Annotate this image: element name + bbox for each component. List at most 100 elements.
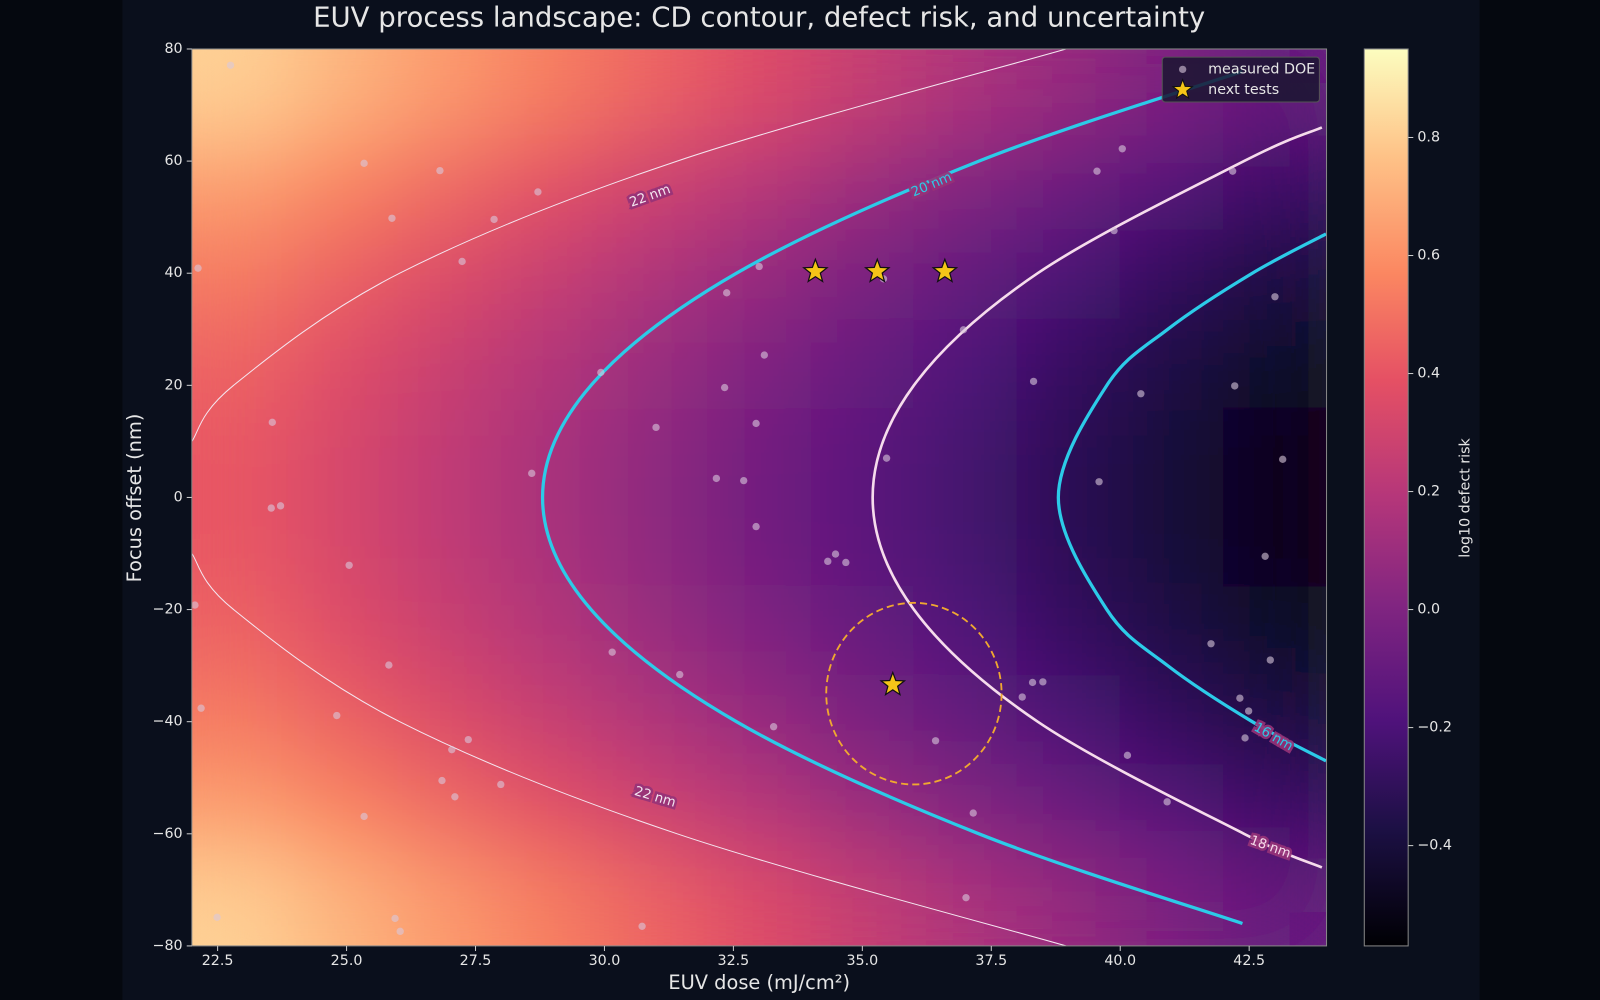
- field-cell: [1222, 586, 1327, 678]
- measured-point: [197, 704, 205, 712]
- field-cell: [397, 676, 502, 768]
- measured-point: [1279, 455, 1287, 464]
- field-cell: [603, 676, 709, 768]
- x-tick-label: 37.5: [975, 953, 1007, 969]
- field-cell: [913, 676, 1018, 768]
- field-cell: [1016, 855, 1121, 946]
- field-cell: [603, 48, 709, 140]
- field-cell: [500, 407, 605, 498]
- field-cell: [294, 138, 399, 229]
- field-cell: [1119, 227, 1224, 319]
- field-cell: [603, 855, 709, 946]
- measured-point: [720, 383, 729, 392]
- measured-point: [723, 289, 731, 297]
- measured-point: [597, 368, 605, 377]
- measured-point: [959, 326, 968, 334]
- x-tick-label: 32.5: [718, 953, 750, 969]
- x-tick-label: 35.0: [846, 953, 878, 969]
- field-cell: [1119, 496, 1224, 588]
- colorbar-tick-label: −0.4: [1417, 838, 1452, 854]
- measured-point: [652, 423, 660, 432]
- field-cell: [191, 138, 296, 229]
- field-cell: [1222, 407, 1327, 498]
- field-cell: [810, 407, 915, 498]
- field-cell: [500, 317, 605, 409]
- y-tick-label: 80: [164, 41, 182, 57]
- measured-point: [213, 913, 221, 922]
- field-cell: [707, 317, 812, 409]
- axes: 22.5 25.0 27.5 30.0 32.5 35.0 37.5 40.0 42.5 −80 −…: [153, 41, 1452, 969]
- measured-point: [1029, 377, 1038, 386]
- field-cell: [603, 586, 709, 678]
- x-tick-label: 27.5: [460, 953, 492, 969]
- next-test-star: [879, 670, 907, 697]
- field-cell: [397, 317, 502, 409]
- field-cell: [1119, 766, 1224, 857]
- measured-point: [1095, 478, 1103, 486]
- measured-point: [191, 601, 199, 609]
- field-cell: [397, 138, 502, 229]
- field-cell: [191, 855, 296, 946]
- contour-line: [191, 48, 1067, 946]
- field-cell: [1222, 855, 1327, 946]
- field-cell: [1222, 496, 1327, 588]
- field-cell: [603, 317, 709, 409]
- field-cell: [191, 676, 296, 768]
- field-cell: [1119, 586, 1224, 678]
- field-cell: [1016, 317, 1121, 409]
- measured-point: [268, 418, 276, 427]
- measured-point: [962, 894, 970, 902]
- measured-point: [458, 257, 466, 266]
- field-cell: [913, 586, 1018, 678]
- colorbar-tick-label: 0.4: [1417, 366, 1440, 382]
- colorbar-tick-label: 0.8: [1417, 129, 1440, 145]
- field-cell: [397, 496, 502, 588]
- legend-marker: [1171, 78, 1194, 100]
- field-cell: [1222, 317, 1327, 409]
- field-cells: [191, 48, 1327, 946]
- field-cell: [913, 496, 1018, 588]
- legend-label: next tests: [1208, 82, 1279, 98]
- measured-point: [931, 737, 940, 745]
- field-cell: [1222, 766, 1327, 857]
- measured-point: [608, 648, 616, 656]
- field-cell: [191, 48, 296, 140]
- measured-point: [1118, 145, 1126, 153]
- field-cell: [810, 138, 915, 229]
- measured-point: [824, 557, 832, 566]
- field-cell: [500, 766, 605, 857]
- field-cell: [810, 496, 915, 588]
- measured-point: [448, 746, 456, 754]
- y-tick-label: 60: [164, 153, 182, 169]
- measured-point: [638, 922, 646, 930]
- next-test-star: [931, 257, 959, 283]
- field-cell: [1016, 676, 1121, 768]
- y-tick-label: −20: [153, 602, 183, 618]
- measured-point: [276, 502, 285, 510]
- measured-point: [752, 522, 760, 531]
- field-cell: [500, 496, 605, 588]
- y-tick-label: 20: [164, 377, 182, 393]
- measured-point: [194, 264, 202, 272]
- x-tick-label: 30.0: [589, 953, 621, 969]
- y-tick-label: 40: [164, 265, 182, 281]
- field-cell: [603, 407, 709, 498]
- field-cell: [191, 317, 296, 409]
- field-cell: [397, 227, 502, 319]
- next-test-star: [863, 257, 891, 283]
- field-cell: [191, 586, 296, 678]
- y-tick-label: 0: [174, 489, 183, 505]
- measured-point: [1207, 640, 1215, 648]
- measured-point: [1261, 552, 1269, 560]
- measured-point: [267, 504, 275, 512]
- legend-label: measured DOE: [1208, 61, 1315, 77]
- field-cell: [294, 407, 399, 498]
- measured-point: [831, 550, 840, 558]
- legend-marker: [1178, 65, 1187, 74]
- field-cell: [191, 227, 296, 319]
- measured-point: [385, 661, 393, 669]
- field-cell: [294, 766, 399, 857]
- field-cell: [810, 766, 915, 857]
